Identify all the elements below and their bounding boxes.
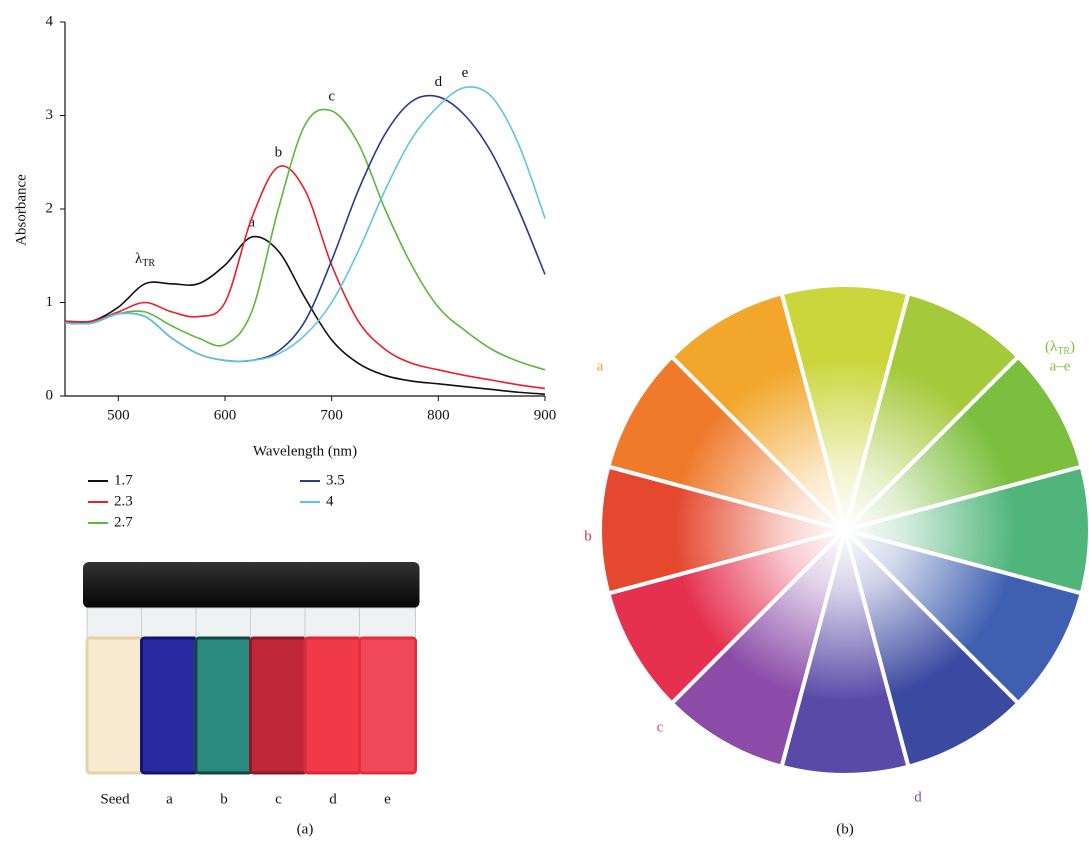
x-tick-label: 800 xyxy=(427,407,450,423)
vial-glass xyxy=(251,608,307,638)
wheel-label: a–e xyxy=(1050,358,1071,374)
panel-label: (a) xyxy=(297,821,314,837)
vial-glass xyxy=(142,608,198,638)
y-tick-label: 3 xyxy=(46,107,54,123)
legend-label: 3.5 xyxy=(326,472,345,488)
peak-label: b xyxy=(275,144,283,160)
vial-label: c xyxy=(275,791,282,807)
wheel-label: a xyxy=(597,358,604,374)
vial-glass xyxy=(360,608,416,638)
vial-cap xyxy=(138,562,202,608)
vial-liquid xyxy=(142,638,198,773)
peak-label: d xyxy=(435,74,443,90)
y-axis-label: Absorbance xyxy=(13,174,29,246)
wheel-center-glow xyxy=(600,285,1089,775)
annotation: λTR xyxy=(135,251,155,269)
wheel-label-part: TR xyxy=(1057,346,1070,357)
annotation-subscript: TR xyxy=(142,258,155,269)
vial-liquid xyxy=(360,638,416,773)
wheel-label-part: (λ xyxy=(1045,339,1058,355)
x-axis-label: Wavelength (nm) xyxy=(253,443,357,459)
vial-label: d xyxy=(329,791,337,807)
y-tick-label: 0 xyxy=(46,387,54,403)
vial-label: Seed xyxy=(100,791,130,807)
vial-liquid xyxy=(305,638,361,773)
vial-liquid xyxy=(87,638,143,773)
y-tick-label: 1 xyxy=(46,294,54,310)
vial-glass xyxy=(196,608,252,638)
vial-liquid xyxy=(251,638,307,773)
vials-photo: Seed a b c d e xyxy=(83,562,420,807)
x-tick-label: 500 xyxy=(107,407,130,423)
vial-label: e xyxy=(384,791,391,807)
x-tick-label: 900 xyxy=(534,407,557,423)
x-tick-label: 700 xyxy=(320,407,343,423)
vial-cap xyxy=(356,562,420,608)
legend-label: 2.3 xyxy=(114,493,133,509)
y-tick-label: 4 xyxy=(46,13,54,29)
peak-label: c xyxy=(328,88,335,104)
y-tick-label: 2 xyxy=(46,200,54,216)
vial-label: a xyxy=(166,791,173,807)
wheel-label: b xyxy=(584,528,592,544)
wheel-label: d xyxy=(914,789,922,805)
legend-label: 2.7 xyxy=(114,514,133,530)
color-wheel xyxy=(600,285,1089,775)
vial-cap xyxy=(192,562,256,608)
vial-cap xyxy=(301,562,365,608)
series-line xyxy=(65,96,545,362)
vial-glass xyxy=(87,608,143,638)
wheel-label-part: ) xyxy=(1070,339,1075,355)
x-tick-label: 600 xyxy=(214,407,237,423)
vial-glass xyxy=(305,608,361,638)
series-line xyxy=(65,109,545,369)
legend-label: 1.7 xyxy=(114,472,133,488)
wheel-label: c xyxy=(657,719,664,735)
wheel-label: (λTR) xyxy=(1045,339,1075,357)
panel-label: (b) xyxy=(836,821,854,837)
legend-label: 4 xyxy=(326,493,334,509)
vial-cap xyxy=(83,562,147,608)
figure: Seed a b c d e 0 1 2 3 4 500 600 700 800 900 a b c d e λTR W… xyxy=(0,0,1089,843)
vial-cap xyxy=(247,562,311,608)
peak-label: e xyxy=(462,65,469,81)
series-line xyxy=(65,166,545,389)
vial-liquid xyxy=(196,638,252,773)
vial-label: b xyxy=(220,791,228,807)
